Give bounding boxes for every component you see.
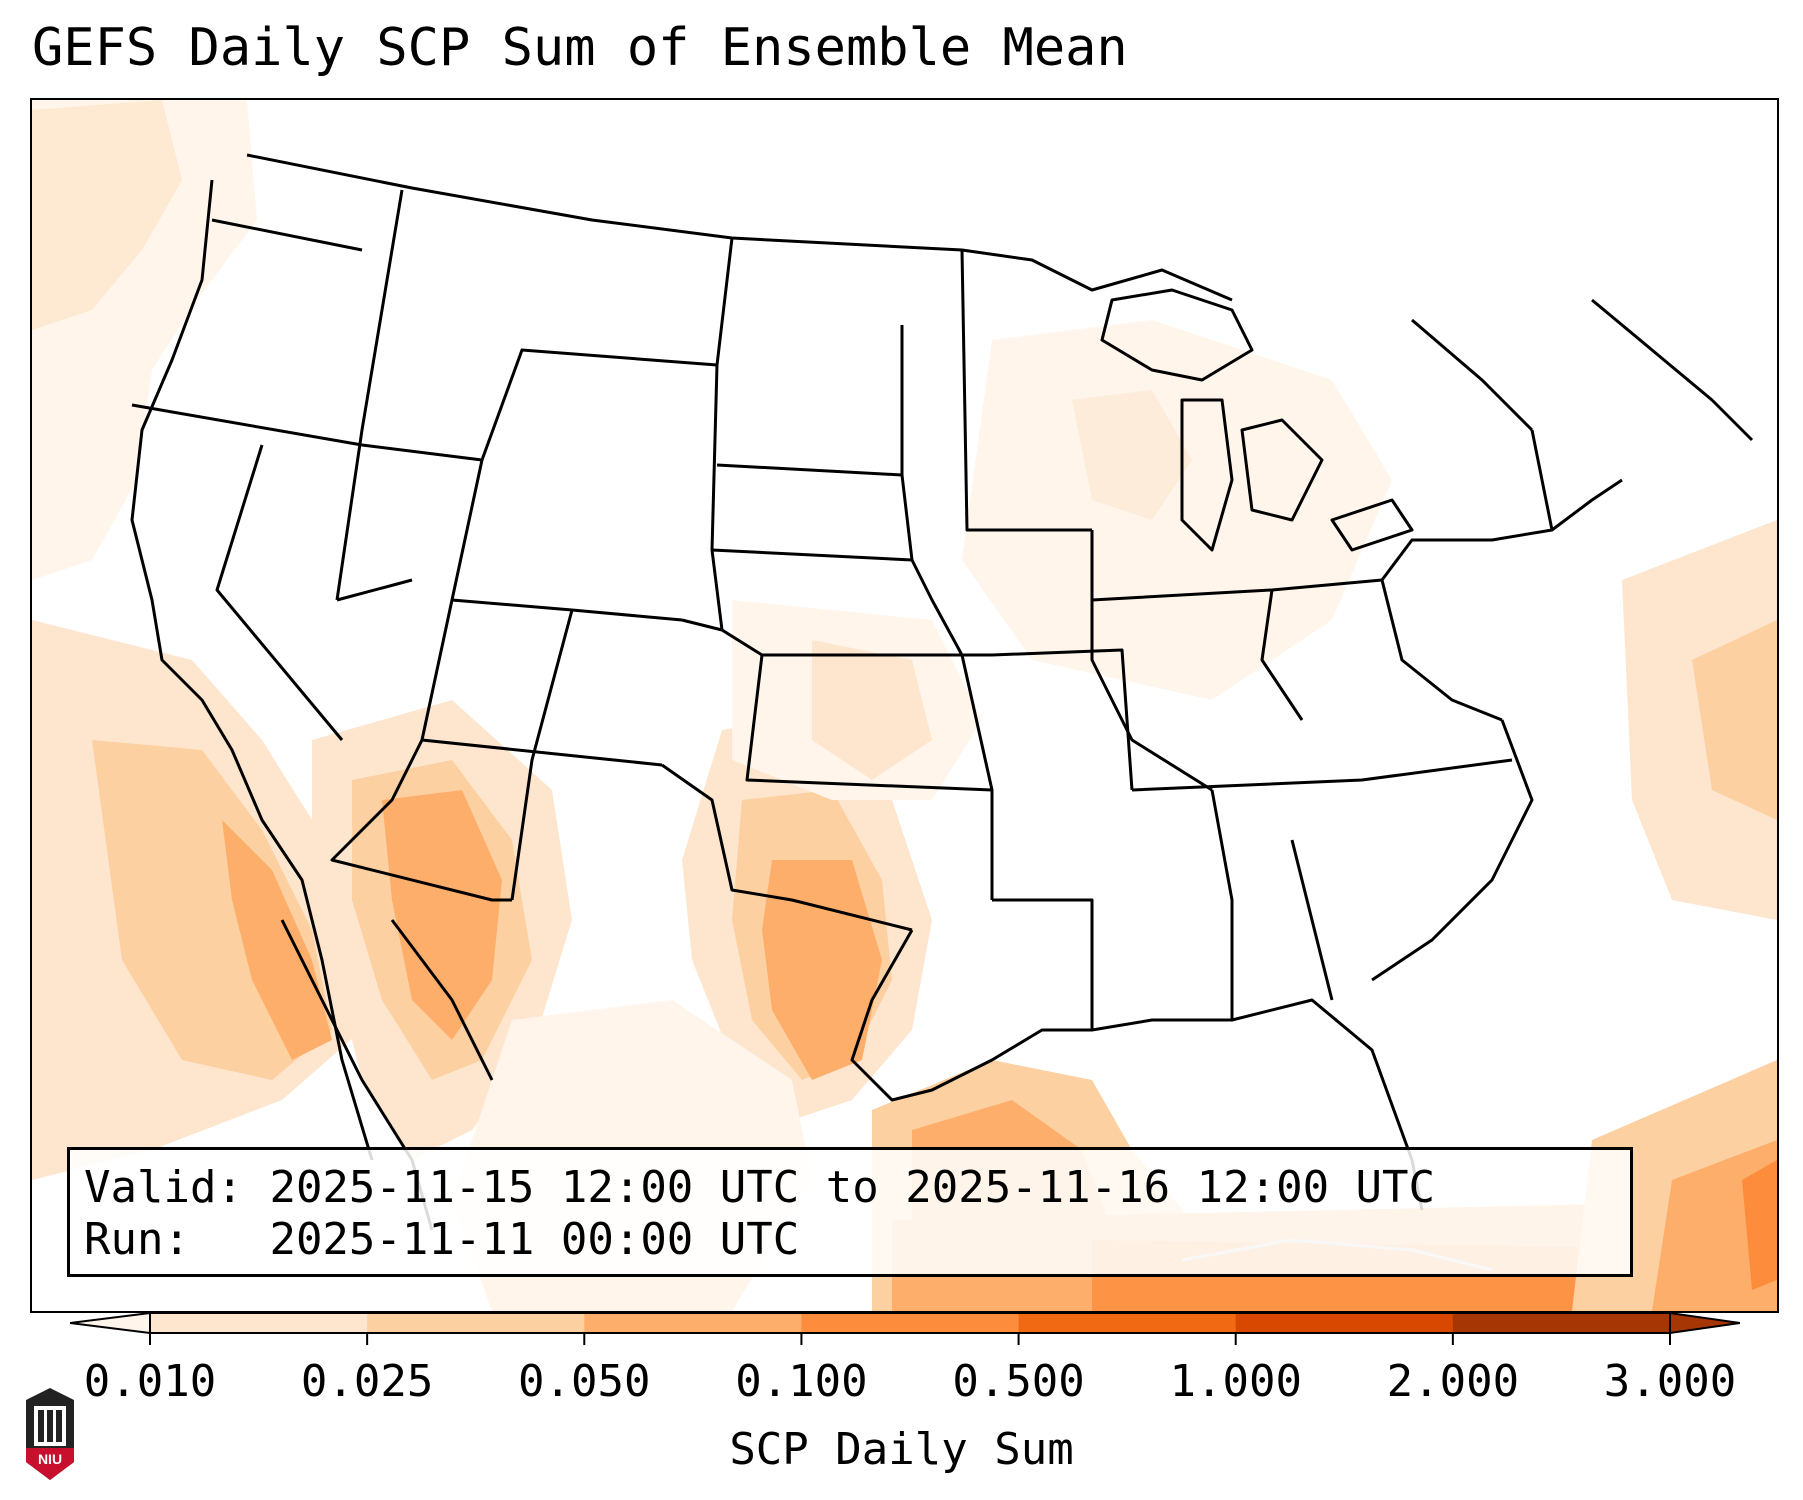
colorbar-label: SCP Daily Sum xyxy=(729,1424,1074,1475)
colorbar-tick-label: 0.500 xyxy=(952,1356,1085,1407)
scp-shading xyxy=(32,100,1777,1311)
valid-text: 2025-11-15 12:00 UTC to 2025-11-16 12:00… xyxy=(269,1162,1436,1213)
colorbar-tick-label: 0.010 xyxy=(83,1356,217,1407)
logo-text: NIU xyxy=(38,1451,62,1467)
colorbar-tick-label: 0.100 xyxy=(735,1356,868,1407)
colorbar-tick-label: 0.050 xyxy=(518,1356,651,1407)
valid-row: Valid: 2025-11-15 12:00 UTC to 2025-11-1… xyxy=(84,1162,1616,1214)
colorbar-tick-label: 2.000 xyxy=(1386,1356,1520,1407)
colorbar-under-arrow xyxy=(70,1311,151,1335)
run-row: Run: 2025-11-11 00:00 UTC xyxy=(84,1214,1616,1266)
colorbar-ticks xyxy=(149,1333,1671,1345)
colorbar-tick-label: 1.000 xyxy=(1169,1356,1302,1407)
colorbar-tick-label: 0.025 xyxy=(300,1356,434,1407)
colorbar-segment xyxy=(1018,1313,1237,1333)
valid-run-info-box: Valid: 2025-11-15 12:00 UTC to 2025-11-1… xyxy=(67,1147,1633,1277)
colorbar-segment xyxy=(150,1313,368,1333)
colorbar-segment xyxy=(801,1313,1020,1333)
map-title: GEFS Daily SCP Sum of Ensemble Mean xyxy=(32,18,1128,78)
map-panel xyxy=(30,98,1779,1313)
niu-logo: NIU xyxy=(26,1388,74,1480)
map-canvas xyxy=(32,100,1777,1311)
valid-label: Valid: xyxy=(84,1162,243,1213)
colorbar-segment xyxy=(584,1313,802,1333)
colorbar-segment xyxy=(1235,1313,1454,1333)
colorbar-over-arrow xyxy=(1669,1311,1740,1335)
colorbar-segments xyxy=(148,1312,1671,1334)
colorbar xyxy=(70,1311,1740,1345)
run-label: Run: xyxy=(84,1214,190,1265)
colorbar-segment xyxy=(1452,1313,1671,1333)
colorbar-segment xyxy=(367,1313,585,1333)
run-text: 2025-11-11 00:00 UTC xyxy=(269,1214,800,1265)
colorbar-tick-label: 3.000 xyxy=(1603,1356,1737,1407)
state-boundaries xyxy=(130,153,1754,1272)
